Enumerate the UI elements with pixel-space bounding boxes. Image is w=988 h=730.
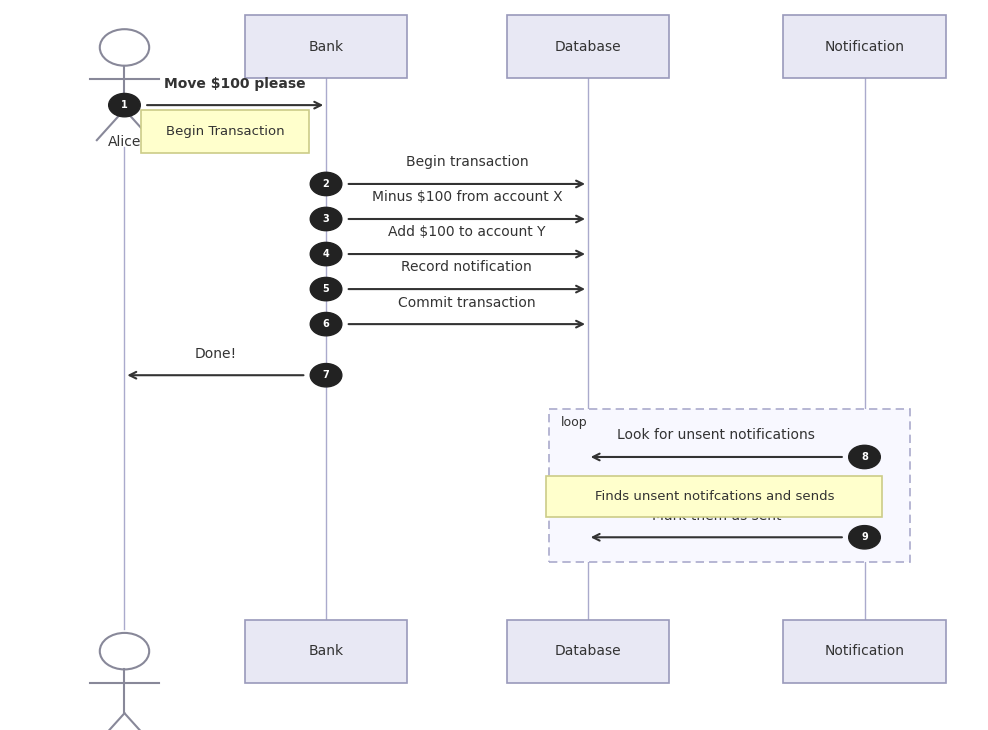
Text: 7: 7	[323, 370, 329, 380]
Text: Record notification: Record notification	[401, 261, 533, 274]
Circle shape	[849, 526, 880, 549]
FancyBboxPatch shape	[783, 620, 946, 683]
Text: Bank: Bank	[308, 39, 344, 54]
Circle shape	[109, 93, 140, 117]
Circle shape	[310, 364, 342, 387]
Text: Commit transaction: Commit transaction	[398, 296, 535, 310]
Circle shape	[310, 277, 342, 301]
Text: Notification: Notification	[825, 644, 904, 658]
Text: 5: 5	[323, 284, 329, 294]
Circle shape	[310, 207, 342, 231]
Text: Done!: Done!	[195, 347, 236, 361]
FancyBboxPatch shape	[783, 15, 946, 78]
Text: Look for unsent notifications: Look for unsent notifications	[618, 429, 815, 442]
Text: 3: 3	[323, 214, 329, 224]
Text: 8: 8	[862, 452, 867, 462]
Circle shape	[310, 242, 342, 266]
Circle shape	[310, 172, 342, 196]
FancyBboxPatch shape	[245, 620, 407, 683]
Text: loop: loop	[561, 416, 588, 429]
Text: Minus $100 from account X: Minus $100 from account X	[371, 191, 562, 204]
Text: 2: 2	[323, 179, 329, 189]
FancyBboxPatch shape	[245, 15, 407, 78]
Text: Database: Database	[554, 644, 621, 658]
Text: 9: 9	[862, 532, 867, 542]
Text: Database: Database	[554, 39, 621, 54]
Text: Alice: Alice	[108, 135, 141, 149]
Text: 6: 6	[323, 319, 329, 329]
Text: Notification: Notification	[825, 39, 904, 54]
Text: Mark them as sent: Mark them as sent	[651, 509, 782, 523]
Text: Begin transaction: Begin transaction	[405, 155, 529, 169]
Text: Move $100 please: Move $100 please	[164, 77, 306, 91]
Text: Bank: Bank	[308, 644, 344, 658]
Text: Add $100 to account Y: Add $100 to account Y	[388, 226, 545, 239]
Circle shape	[849, 445, 880, 469]
Text: Begin Transaction: Begin Transaction	[166, 125, 285, 138]
FancyBboxPatch shape	[507, 620, 669, 683]
Text: 1: 1	[122, 100, 127, 110]
FancyBboxPatch shape	[507, 15, 669, 78]
Circle shape	[310, 312, 342, 336]
FancyBboxPatch shape	[546, 476, 882, 517]
FancyBboxPatch shape	[141, 110, 309, 153]
FancyBboxPatch shape	[549, 409, 910, 562]
Text: 4: 4	[323, 249, 329, 259]
Text: Finds unsent notifcations and sends: Finds unsent notifcations and sends	[595, 490, 834, 503]
